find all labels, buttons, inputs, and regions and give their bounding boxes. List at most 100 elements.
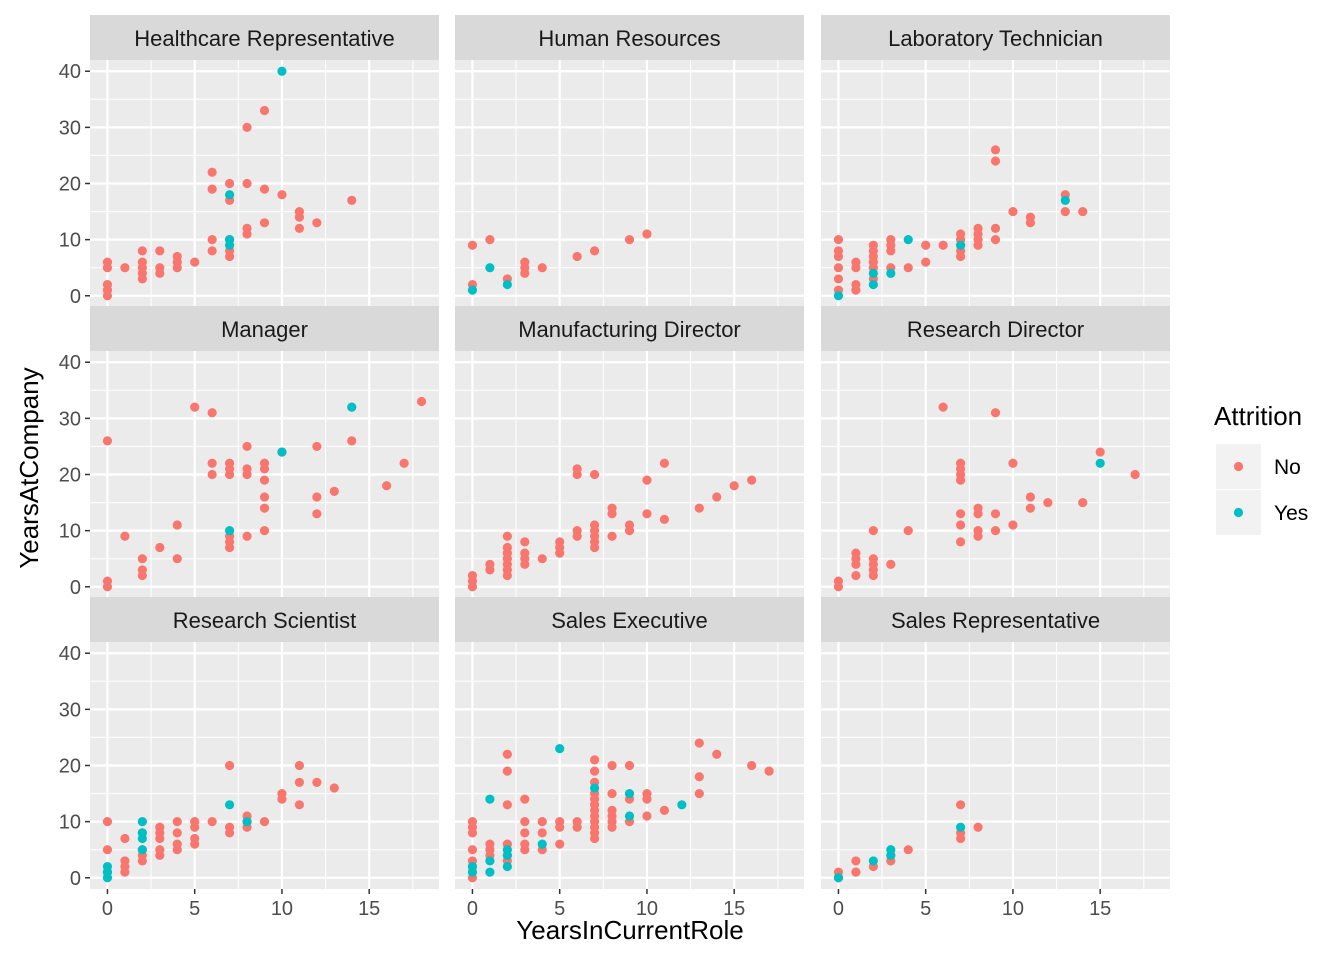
point-no <box>207 184 217 194</box>
point-yes <box>502 279 512 290</box>
facet-title: Laboratory Technician <box>888 26 1103 51</box>
point-no <box>990 235 1001 245</box>
point-no <box>137 565 147 575</box>
point-no <box>851 548 861 558</box>
point-no <box>294 760 304 771</box>
point-no <box>242 464 252 474</box>
point-no <box>572 526 582 536</box>
facet-healthcare-representative: Healthcare Representative 0 10 20 30 40 <box>59 15 439 308</box>
point-yes <box>225 526 235 536</box>
point-no <box>312 441 322 452</box>
point-no <box>137 257 147 267</box>
point-no <box>225 458 235 468</box>
point-no <box>242 223 252 234</box>
point-yes <box>277 447 287 457</box>
point-yes <box>590 783 600 793</box>
point-no <box>259 492 270 502</box>
point-yes <box>1060 195 1070 205</box>
point-no <box>520 257 530 267</box>
point-yes <box>467 861 478 872</box>
point-no <box>190 402 200 412</box>
point-no <box>555 817 565 827</box>
point-no <box>956 520 966 530</box>
legend-items: No Yes <box>1216 444 1308 535</box>
point-no <box>259 817 270 827</box>
point-yes <box>225 190 235 200</box>
facet-strip <box>455 597 804 642</box>
point-no <box>990 509 1001 519</box>
point-no <box>467 240 478 250</box>
facet-title: Healthcare Representative <box>134 26 394 51</box>
point-yes <box>833 873 844 883</box>
point-no <box>120 856 130 866</box>
point-no <box>347 195 357 205</box>
point-no <box>642 788 652 799</box>
point-no <box>1025 492 1035 502</box>
point-no <box>973 526 983 536</box>
y-tick-label: 20 <box>59 174 81 196</box>
point-no <box>537 828 547 838</box>
point-no <box>851 856 861 866</box>
point-no <box>207 458 217 468</box>
point-no <box>694 738 704 748</box>
point-yes <box>537 839 547 849</box>
point-no <box>590 755 600 765</box>
point-no <box>694 503 704 513</box>
point-no <box>155 822 165 832</box>
point-no <box>537 554 547 564</box>
point-no <box>1025 503 1035 513</box>
point-no <box>190 257 200 267</box>
point-no <box>312 218 322 228</box>
point-no <box>694 788 704 799</box>
point-no <box>555 537 565 547</box>
point-no <box>956 800 966 810</box>
point-no <box>624 520 635 530</box>
point-no <box>190 817 200 827</box>
point-no <box>956 537 966 547</box>
point-no <box>120 833 130 844</box>
point-no <box>607 805 617 816</box>
points <box>102 396 427 592</box>
point-no <box>921 240 931 250</box>
point-yes <box>137 845 147 855</box>
point-no <box>347 436 357 446</box>
point-no <box>938 240 948 250</box>
legend-title: Attrition <box>1214 401 1302 431</box>
y-tick-label: 0 <box>70 868 81 890</box>
point-no <box>399 458 409 468</box>
point-no <box>694 772 704 782</box>
facet-title: Human Resources <box>538 26 720 51</box>
point-no <box>155 263 165 273</box>
facet-title: Research Director <box>907 317 1084 342</box>
y-tick-label: 20 <box>59 465 81 487</box>
point-no <box>120 531 130 541</box>
point-yes <box>868 268 878 278</box>
point-no <box>938 402 948 412</box>
point-no <box>259 458 270 468</box>
point-yes <box>868 856 878 866</box>
point-no <box>102 576 113 586</box>
point-no <box>833 274 844 284</box>
point-no <box>102 257 113 267</box>
point-yes <box>225 800 235 810</box>
point-no <box>607 503 617 513</box>
point-yes <box>137 817 147 827</box>
facet-title: Manufacturing Director <box>518 317 741 342</box>
facet-strip <box>90 597 439 642</box>
point-no <box>242 122 252 132</box>
legend-swatch-no <box>1233 461 1244 472</box>
point-no <box>502 800 512 810</box>
point-no <box>102 279 113 290</box>
point-no <box>990 526 1001 536</box>
point-no <box>833 235 844 245</box>
facet-strip <box>455 306 804 351</box>
point-yes <box>555 744 565 754</box>
facet-strip <box>455 15 804 60</box>
point-no <box>520 817 530 827</box>
point-no <box>903 263 913 273</box>
point-no <box>155 246 165 256</box>
point-no <box>259 218 270 228</box>
point-no <box>590 469 600 480</box>
facet-research-director: Research Director <box>821 306 1170 598</box>
legend-label-no: No <box>1274 456 1301 479</box>
